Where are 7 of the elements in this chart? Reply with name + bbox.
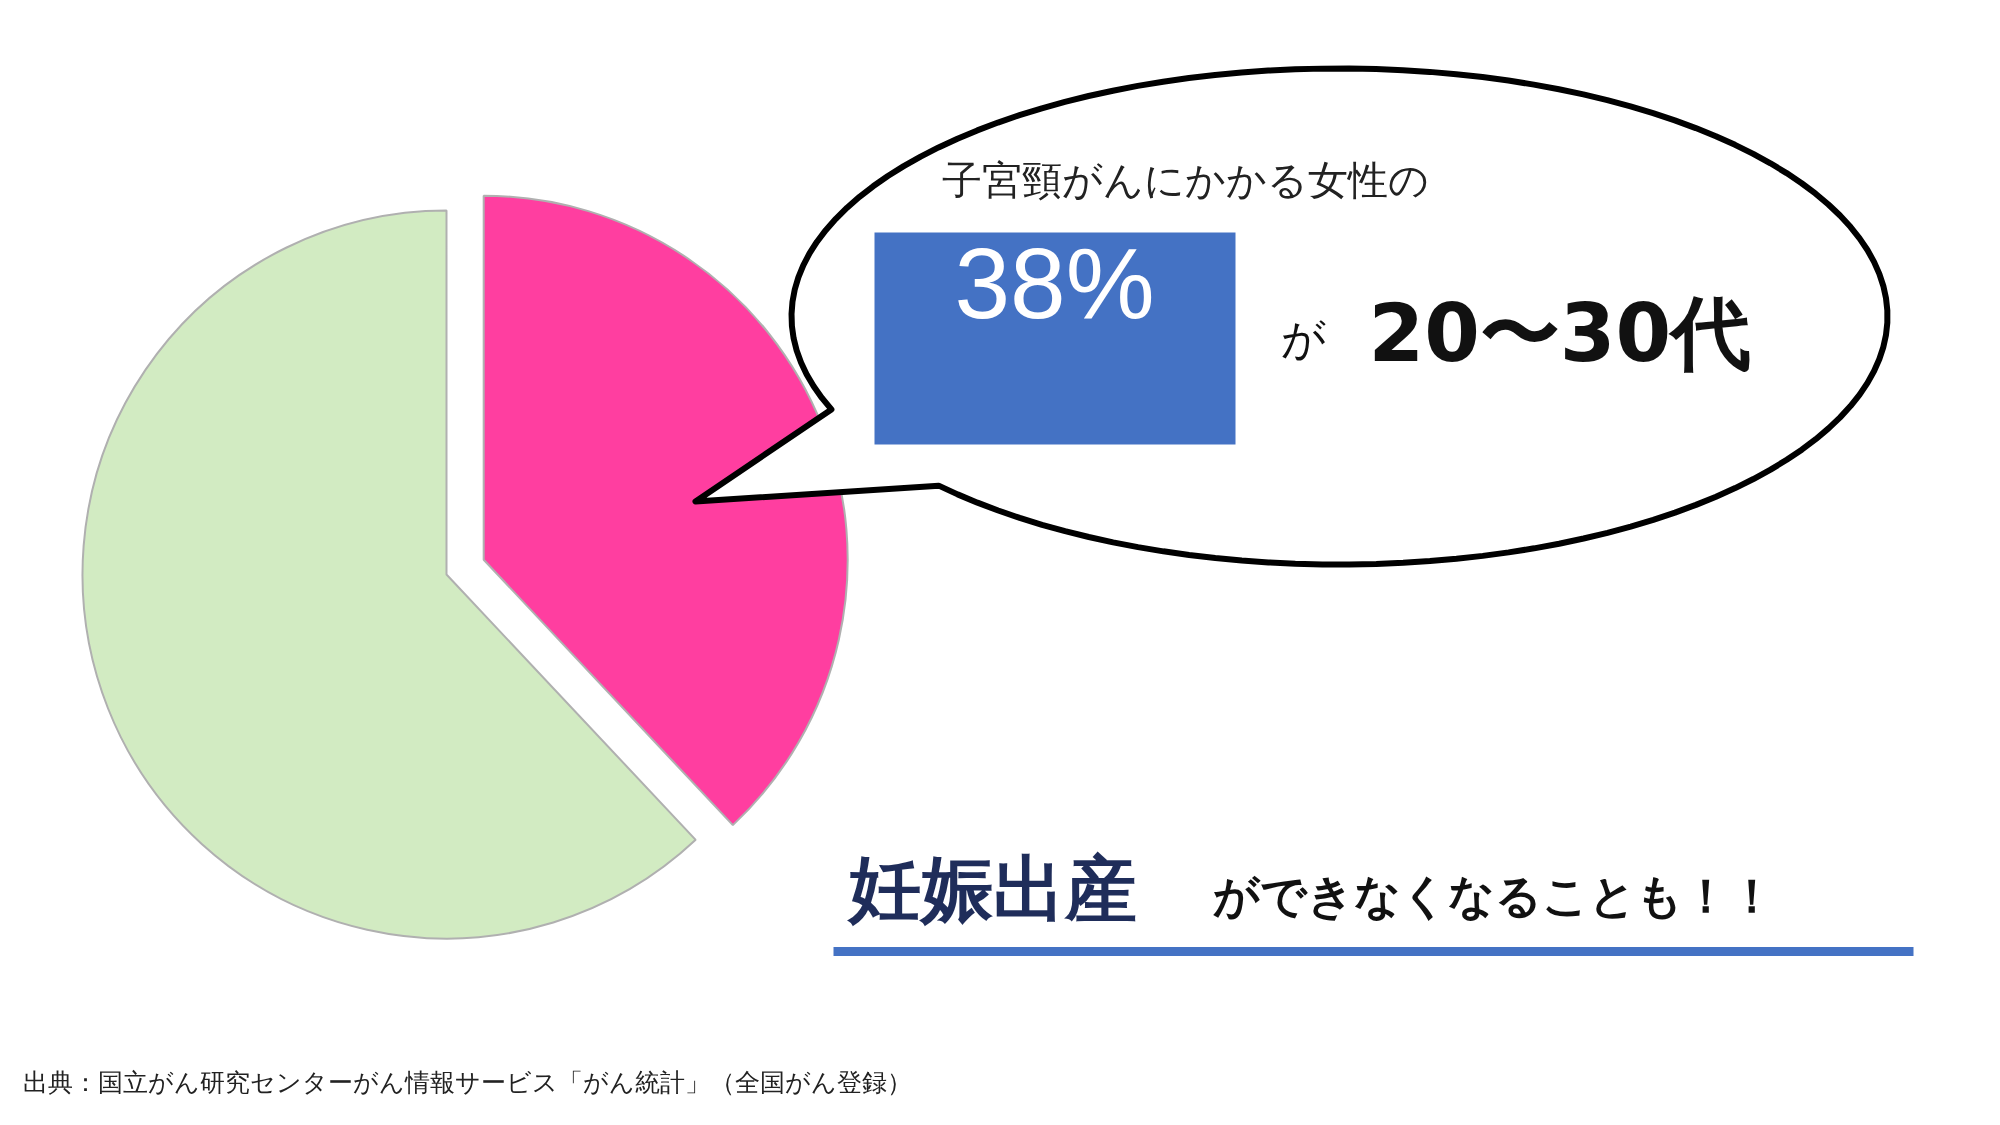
text: 20〜30代: [1368, 287, 1752, 380]
source-note: 出典：国立がん研究センターがん情報サービス「がん統計」（全国がん登録）: [22, 1068, 912, 1097]
text: 子宮頸がんにかかる女性の: [941, 156, 1429, 203]
data-label: 38%: [954, 226, 1155, 339]
text: が: [1280, 313, 1326, 364]
text: ができなくなることも！！: [1212, 868, 1775, 923]
text: 妊娠出産: [846, 846, 1137, 931]
